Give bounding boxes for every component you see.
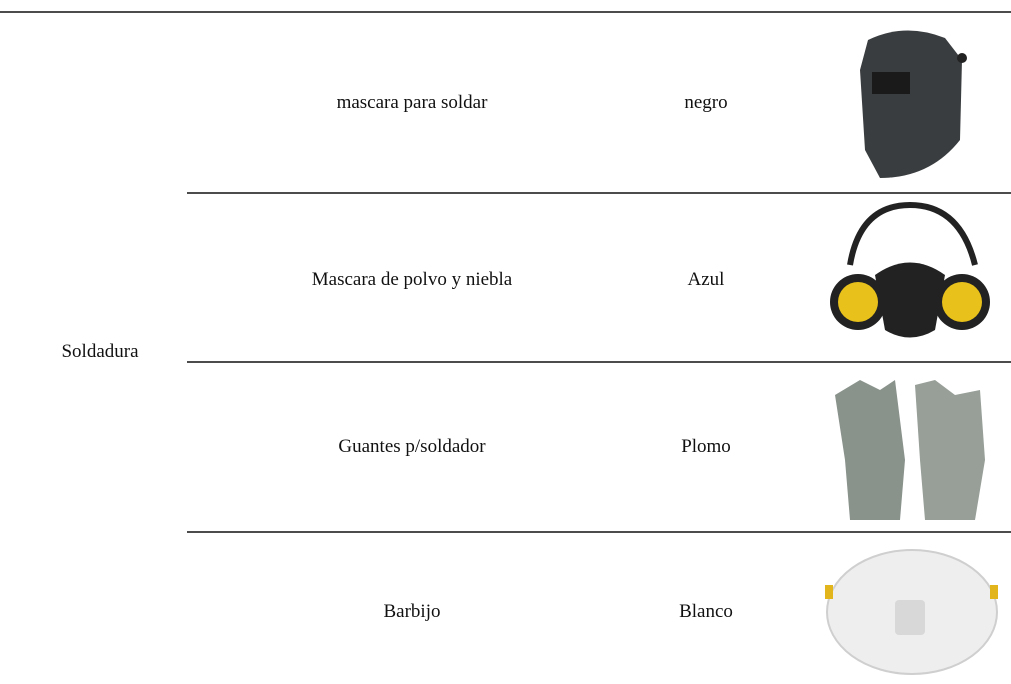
welding-helmet-image (860, 30, 967, 179)
color-cell: negro (684, 92, 728, 113)
color-cell: Blanco (679, 601, 733, 622)
item-cell: Guantes p/soldador (338, 436, 486, 457)
item-cell: Mascara de polvo y niebla (311, 269, 513, 290)
item-cell: mascara para soldar (336, 92, 488, 113)
gloves-image (835, 380, 985, 520)
respirator-image (830, 201, 990, 338)
group-label: Soldadura (61, 341, 139, 362)
dust-mask-image (825, 549, 998, 675)
color-cell: Azul (687, 269, 725, 290)
color-cell: Plomo (681, 436, 731, 457)
item-cell: Barbijo (383, 601, 441, 622)
